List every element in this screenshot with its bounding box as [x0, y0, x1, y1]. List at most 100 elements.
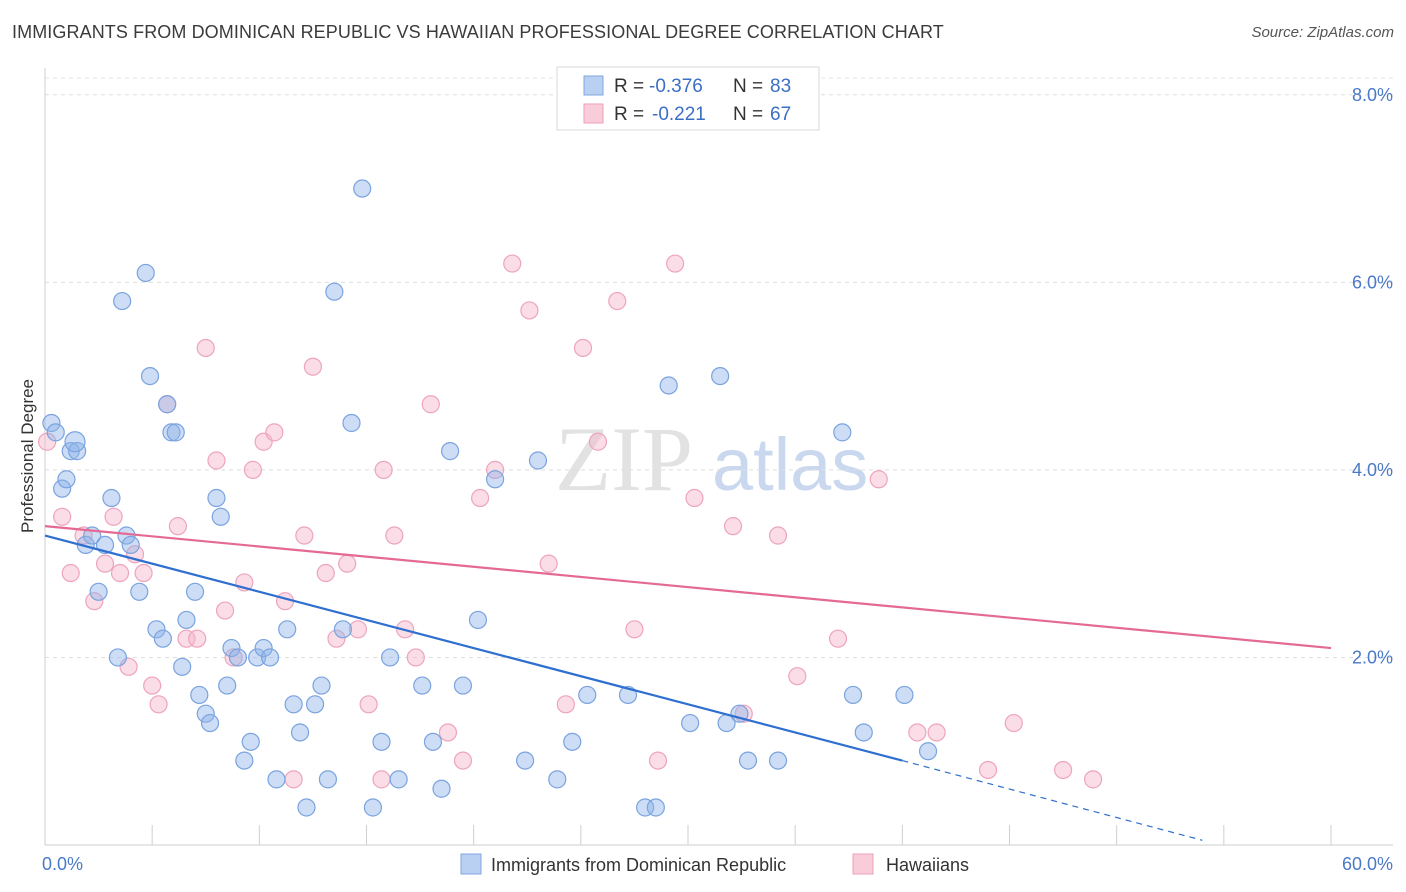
hawaiians-point [177, 629, 196, 648]
dominican-point [121, 535, 140, 555]
hawaiians-point [1053, 760, 1073, 780]
dominican-point [254, 638, 273, 658]
dominican-point [140, 366, 160, 386]
dominican-point [895, 685, 914, 705]
legend-r-value-2: -0.221 [652, 104, 706, 125]
dominican-point [318, 770, 338, 789]
dominican-point [235, 751, 254, 770]
hawaiians-point [359, 695, 378, 714]
dominican-point [53, 479, 72, 498]
y-tick-label: 8.0% [1352, 85, 1393, 105]
hawaiians-point [421, 395, 440, 414]
dominican-point [918, 742, 938, 761]
x-tick-label: 0.0% [42, 854, 83, 874]
hawaiians-point [110, 563, 130, 583]
hawaiians-point [215, 601, 235, 620]
dominican-point [528, 451, 548, 470]
hawaiians-point [372, 770, 391, 789]
x-tick-label: 60.0% [1342, 854, 1393, 874]
chart-title: IMMIGRANTS FROM DOMINICAN REPUBLIC VS HA… [12, 22, 944, 42]
hawaiians-point [95, 554, 115, 573]
hawaiians-point [85, 592, 104, 611]
dominican-point [854, 723, 873, 742]
source-credit: Source: ZipAtlas.com [1251, 24, 1394, 41]
dominican-point [248, 648, 267, 667]
dominican-point [200, 713, 220, 733]
trend-lines [44, 525, 1332, 841]
dominican-point [153, 629, 172, 648]
hawaiians-point [207, 451, 226, 470]
legend-n-value-2: 67 [770, 104, 791, 125]
series-legend: Immigrants from Dominican Republic Hawai… [460, 853, 969, 875]
legend-swatch-blue [583, 75, 604, 96]
hawaiians-point [143, 676, 162, 695]
y-tick-label: 4.0% [1352, 460, 1393, 480]
hawaiians-points [38, 254, 1103, 789]
dominican-point [267, 770, 286, 789]
hawaiians-point [685, 488, 704, 508]
dominican-point [681, 713, 700, 733]
dominican-point [646, 798, 665, 817]
dominican-point [228, 648, 247, 667]
hawaiians-point [539, 554, 558, 573]
dominican-point [516, 751, 535, 770]
dominican-point [130, 582, 149, 601]
legend-n-value-1: 83 [770, 76, 791, 97]
dominican-point [290, 723, 310, 742]
hawaiians-point [284, 770, 303, 789]
bottom-legend-label-2: Hawaiians [886, 855, 969, 875]
hawaiians-point [265, 423, 284, 442]
dominican-point [177, 610, 196, 630]
dominican-point [363, 798, 383, 817]
dominican-point [548, 770, 567, 789]
dominican-point [636, 798, 655, 817]
watermark-atlas: atlas [712, 423, 868, 506]
dominican-point [89, 582, 108, 601]
dominican-point [241, 732, 260, 751]
dominican-point [162, 423, 181, 442]
dominican-point [108, 648, 127, 667]
hawaiians-point [723, 517, 743, 536]
dominican-point [468, 610, 488, 630]
legend-r-label-2: R = [614, 104, 644, 125]
hawaiians-point [406, 648, 425, 667]
dominican-point [136, 263, 155, 283]
hawaiians-point [104, 507, 123, 526]
hawaiians-point [295, 526, 314, 545]
dominican-point [353, 179, 372, 198]
hawaiians-point [869, 470, 888, 489]
dominican-point [325, 282, 344, 301]
bottom-legend-swatch-blue [460, 853, 482, 875]
hawaiians-point [134, 563, 153, 583]
dominican-point [297, 798, 316, 817]
bottom-legend-label-1: Immigrants from Dominican Republic [491, 855, 786, 875]
y-tick-label: 6.0% [1352, 272, 1393, 292]
dominican-point [342, 413, 361, 433]
dominican-point [64, 431, 86, 453]
dominican-point [173, 657, 192, 676]
dominican-point [211, 507, 230, 526]
dominican-trend-extension [902, 760, 1203, 841]
hawaiians-point [168, 517, 187, 536]
dominican-points [42, 179, 938, 817]
hawaiians-point [828, 629, 848, 648]
hawaiians-point [453, 751, 473, 770]
dominican-point [843, 685, 863, 705]
dominican-point [659, 376, 678, 395]
stats-legend: R = -0.376 N = 83 R = -0.221 N = 67 [556, 66, 820, 131]
dominican-point [578, 685, 597, 705]
hawaiians-point [327, 629, 346, 648]
hawaiians-point [188, 629, 207, 648]
legend-n-label-2: N = [733, 104, 763, 125]
hawaiians-point [908, 723, 927, 742]
dominican-point [42, 413, 61, 433]
dominican-point [711, 366, 730, 386]
hawaiians-point [768, 526, 788, 545]
hawaiians-point [486, 460, 505, 479]
hawaiians-point [1004, 713, 1023, 733]
hawaiians-point [648, 751, 668, 770]
dominican-point [207, 488, 226, 508]
hawaiians-point [608, 291, 627, 311]
hawaiians-point [625, 620, 644, 639]
hawaiians-point [385, 526, 404, 545]
